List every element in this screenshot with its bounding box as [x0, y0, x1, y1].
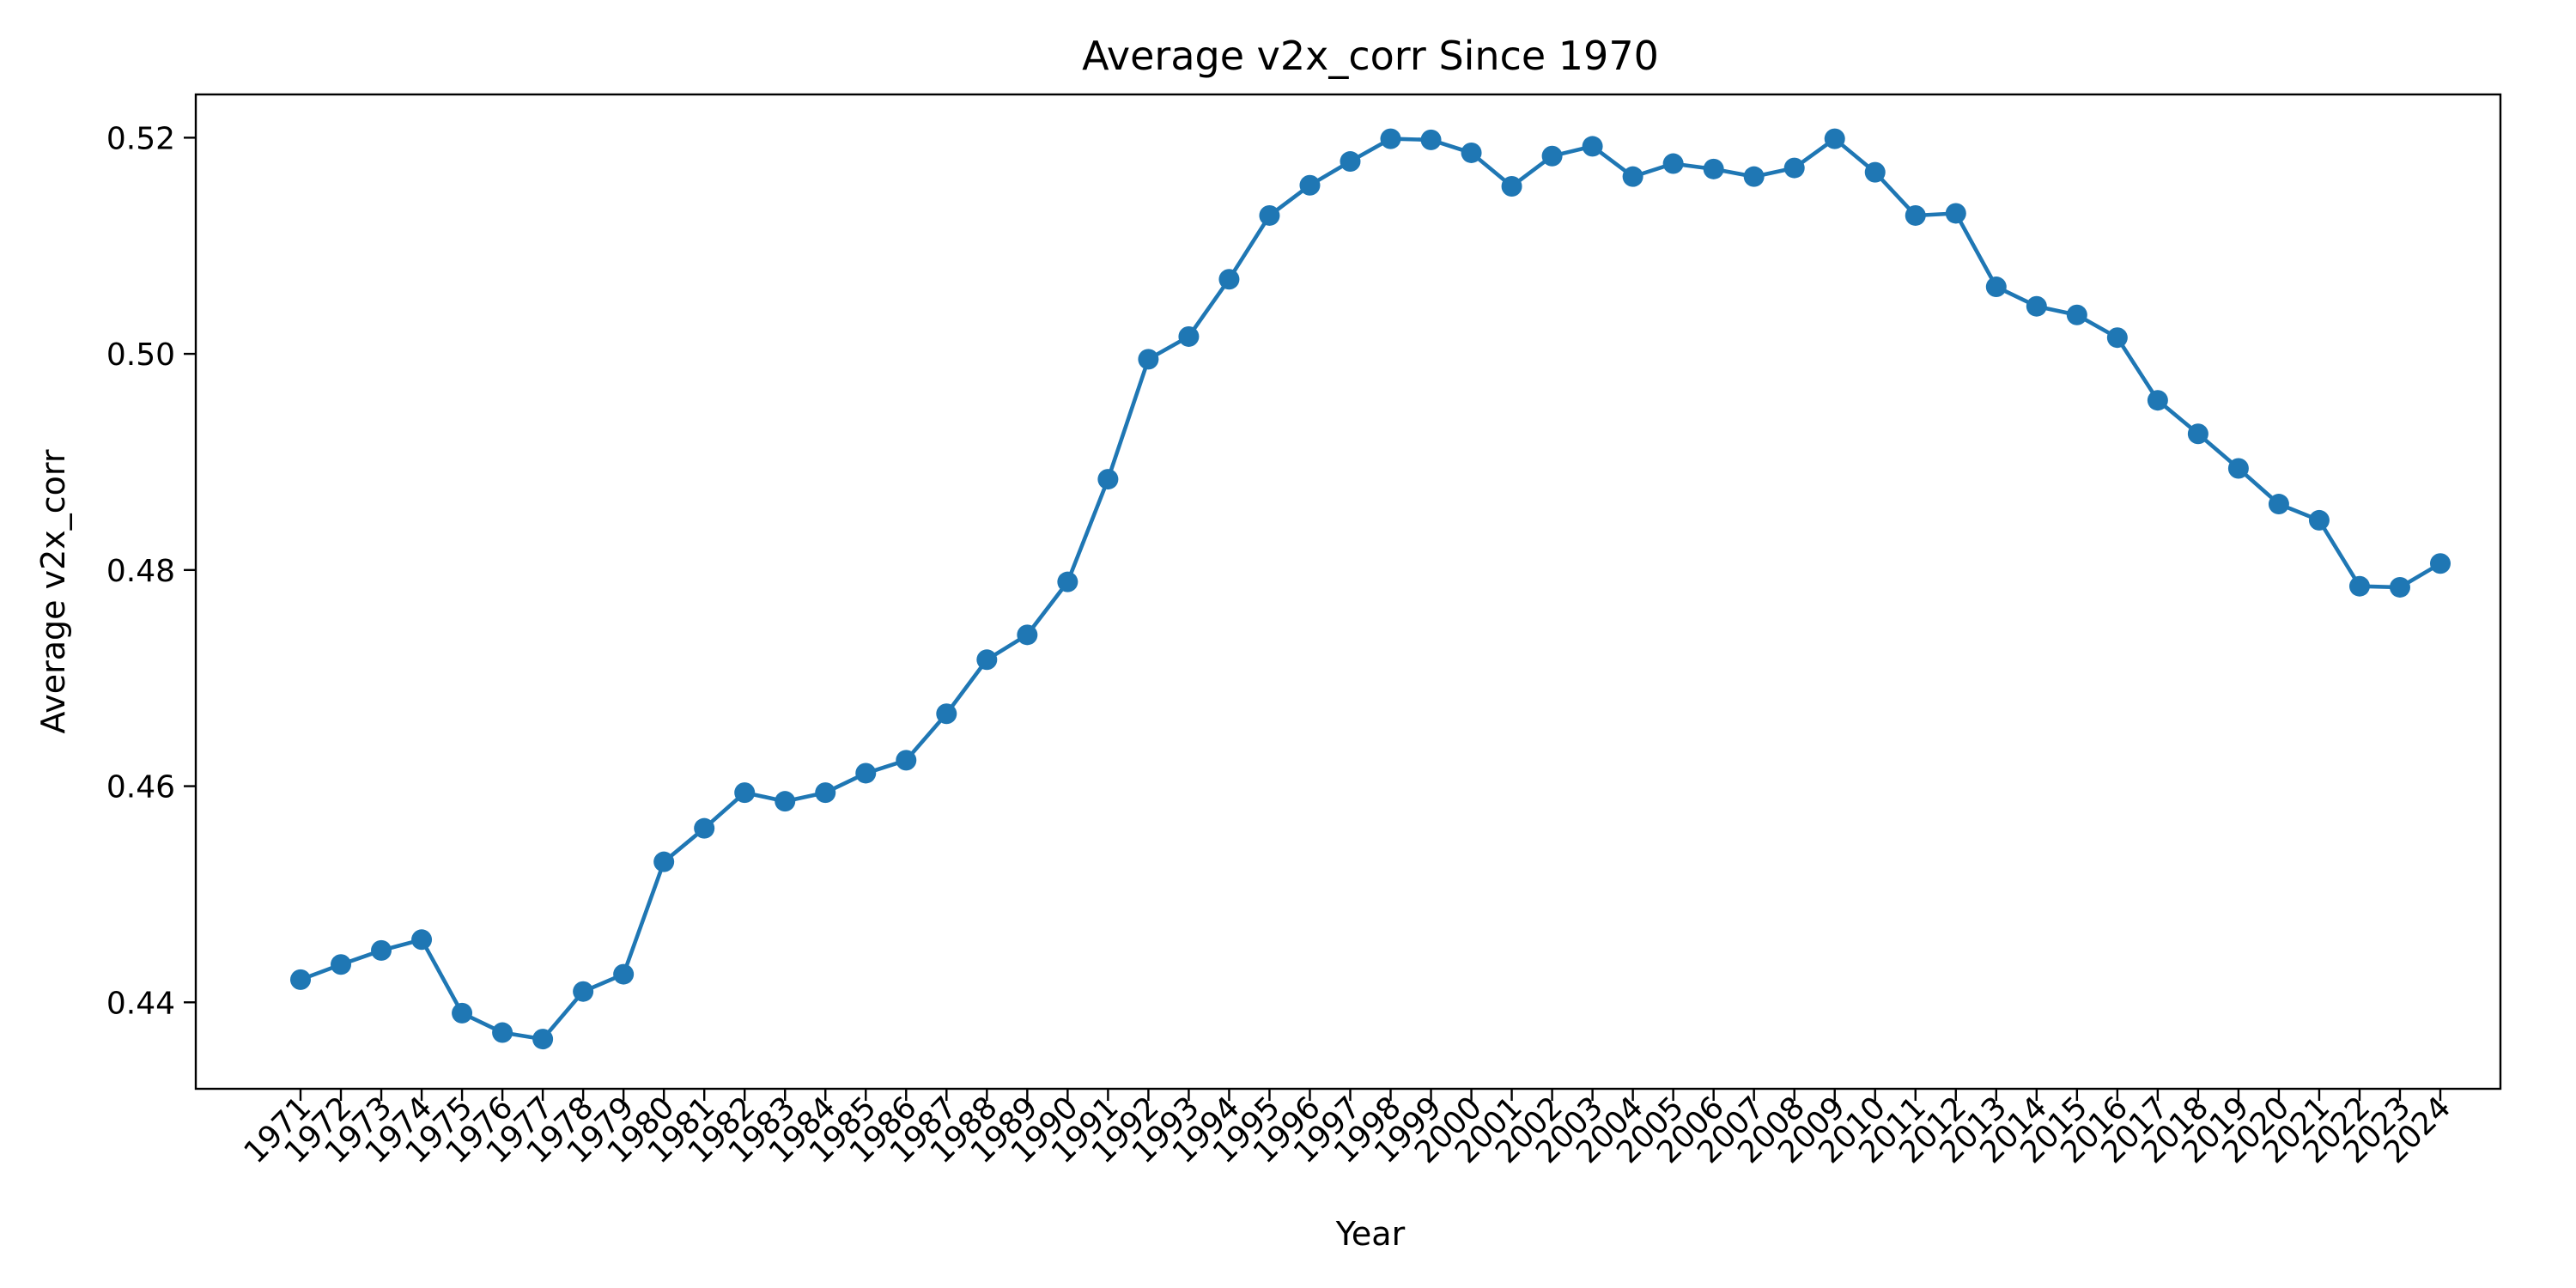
y-tick-label: 0.48 [106, 554, 175, 589]
data-point [1299, 174, 1321, 196]
data-point [452, 1002, 473, 1024]
series-line [300, 137, 2442, 1042]
data-point [1057, 571, 1078, 592]
data-point [1340, 151, 1361, 173]
y-tick-label: 0.52 [106, 121, 175, 156]
data-point [1703, 158, 1724, 179]
y-axis-label: Average v2x_corr [34, 449, 72, 733]
data-point [1097, 469, 1119, 490]
data-point [492, 1022, 513, 1043]
data-point [1380, 128, 1401, 149]
y-tick-label: 0.44 [106, 986, 175, 1021]
data-point [694, 817, 715, 839]
data-point [2066, 304, 2087, 325]
data-point [1582, 136, 1603, 157]
data-point [2227, 458, 2249, 479]
data-point [1743, 166, 1765, 187]
data-point [855, 762, 877, 784]
data-point [613, 963, 635, 985]
data-point [1783, 157, 1805, 179]
x-axis: 1971197219731974197519761977197819791980… [238, 1089, 2458, 1170]
data-point [573, 981, 594, 1002]
data-point [1178, 325, 1200, 347]
data-point [2147, 390, 2168, 411]
data-point [411, 929, 433, 951]
data-point [1420, 129, 1442, 150]
data-point [815, 782, 836, 804]
data-point [2268, 494, 2289, 515]
data-point [532, 1029, 554, 1050]
data-point [290, 969, 311, 990]
data-point [653, 851, 675, 872]
data-point [2430, 553, 2451, 574]
data-point [896, 750, 917, 771]
data-point [1622, 166, 1643, 187]
data-point [976, 649, 998, 671]
data-point [1259, 204, 1280, 226]
data-point [734, 782, 756, 804]
chart-title: Average v2x_corr Since 1970 [1082, 33, 1659, 79]
x-axis-label: Year [1335, 1215, 1406, 1253]
series-group [290, 128, 2451, 1050]
data-point [1945, 203, 1966, 224]
data-point [2389, 576, 2410, 598]
data-point [2187, 423, 2208, 445]
data-point [1662, 153, 1684, 174]
data-point [1864, 161, 1886, 183]
data-point [1824, 128, 1845, 149]
data-point [2106, 327, 2128, 349]
data-point [1017, 624, 1038, 646]
data-point [1541, 145, 1563, 167]
plot-area [194, 93, 2502, 1091]
data-point [1985, 276, 2007, 298]
data-point [1138, 349, 1159, 370]
data-point [2308, 509, 2330, 531]
data-point [936, 703, 957, 725]
data-point [371, 939, 392, 961]
data-point [2348, 575, 2370, 597]
y-axis: 0.44 0.46 0.48 0.50 0.52 [106, 121, 196, 1021]
data-point [331, 954, 352, 975]
data-point [1905, 204, 1926, 226]
data-point [1218, 269, 1240, 290]
data-point [2026, 295, 2047, 317]
y-tick-label: 0.46 [106, 770, 175, 805]
y-tick-label: 0.50 [106, 337, 175, 373]
data-point [1461, 142, 1482, 163]
data-point [1501, 175, 1522, 197]
data-point [775, 791, 796, 812]
plot-frame [194, 93, 2502, 1091]
